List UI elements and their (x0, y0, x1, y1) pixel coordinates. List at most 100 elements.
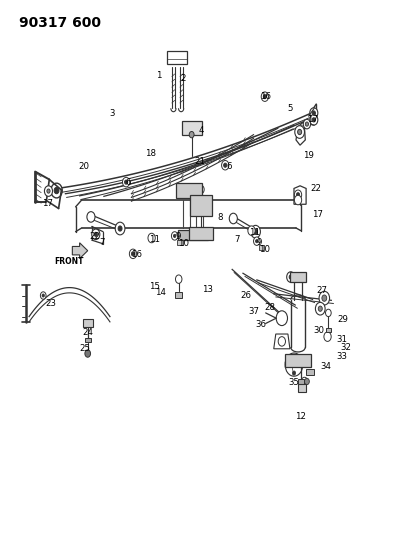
Bar (175, 183, 202, 198)
Circle shape (87, 212, 95, 222)
Bar (177, 230, 207, 240)
Circle shape (173, 235, 175, 238)
Text: 22: 22 (309, 184, 320, 193)
Circle shape (309, 115, 317, 125)
Text: 25: 25 (79, 344, 90, 353)
Text: 37: 37 (247, 307, 258, 316)
Text: 8: 8 (217, 214, 222, 222)
Polygon shape (72, 243, 88, 259)
Text: 3: 3 (109, 109, 115, 118)
Circle shape (255, 240, 257, 243)
Text: 7: 7 (99, 238, 104, 247)
Circle shape (297, 130, 301, 135)
Circle shape (301, 377, 307, 386)
Circle shape (253, 237, 259, 245)
Text: 17: 17 (306, 115, 317, 124)
Bar (297, 379, 304, 384)
Text: 9: 9 (175, 232, 180, 241)
Circle shape (189, 132, 193, 138)
Circle shape (286, 272, 294, 282)
Circle shape (250, 225, 260, 238)
Circle shape (129, 249, 136, 259)
Circle shape (311, 118, 315, 122)
Circle shape (318, 292, 329, 305)
Circle shape (148, 233, 155, 243)
Circle shape (321, 295, 326, 301)
Text: 15: 15 (148, 281, 159, 290)
Circle shape (298, 362, 301, 367)
Circle shape (292, 354, 295, 358)
Circle shape (190, 205, 196, 212)
Circle shape (44, 186, 52, 196)
Circle shape (115, 222, 125, 235)
Circle shape (122, 177, 130, 187)
Circle shape (175, 275, 182, 284)
Text: 20: 20 (78, 162, 89, 171)
Circle shape (278, 337, 285, 346)
Text: 17: 17 (42, 199, 53, 208)
Polygon shape (166, 51, 187, 64)
Text: 90317 600: 90317 600 (19, 16, 101, 30)
Bar (177, 240, 182, 245)
Text: 16: 16 (130, 250, 142, 259)
Circle shape (309, 108, 317, 118)
Bar (85, 338, 90, 342)
Text: 10: 10 (177, 239, 188, 248)
Text: 11: 11 (148, 235, 160, 244)
Text: 23: 23 (46, 299, 57, 308)
Circle shape (323, 332, 330, 342)
Circle shape (303, 119, 310, 129)
Circle shape (47, 189, 50, 193)
Text: 21: 21 (194, 157, 205, 166)
Circle shape (317, 306, 321, 311)
Text: 10: 10 (259, 245, 270, 254)
Circle shape (263, 94, 266, 99)
Circle shape (85, 320, 90, 327)
Circle shape (294, 190, 301, 199)
Text: FRONT: FRONT (54, 257, 84, 266)
Text: 6: 6 (125, 177, 130, 187)
Circle shape (171, 232, 178, 240)
Polygon shape (273, 334, 289, 349)
Text: 32: 32 (339, 343, 351, 352)
Circle shape (311, 111, 315, 115)
Text: 7: 7 (234, 235, 240, 244)
Circle shape (261, 92, 268, 101)
Bar (297, 384, 306, 392)
Text: 27: 27 (316, 286, 327, 295)
Text: 26: 26 (240, 291, 251, 300)
Circle shape (276, 311, 287, 326)
Bar (306, 369, 313, 375)
Bar (289, 272, 306, 282)
Text: 16: 16 (260, 92, 270, 101)
Text: 13: 13 (201, 285, 212, 294)
Circle shape (223, 163, 226, 167)
Circle shape (178, 185, 184, 193)
Circle shape (40, 292, 46, 299)
Bar (175, 292, 182, 298)
Text: 14: 14 (155, 288, 166, 297)
Circle shape (247, 226, 254, 236)
Circle shape (253, 229, 257, 235)
Text: 22: 22 (89, 232, 100, 241)
Bar (325, 328, 330, 332)
Circle shape (221, 160, 228, 170)
Circle shape (285, 362, 288, 367)
Circle shape (288, 275, 292, 279)
Text: 33: 33 (335, 352, 346, 361)
Text: 28: 28 (263, 303, 274, 312)
Bar (258, 245, 264, 250)
Text: 17: 17 (311, 211, 322, 219)
Bar (189, 195, 211, 216)
Polygon shape (83, 319, 92, 327)
Circle shape (292, 371, 295, 375)
Circle shape (304, 378, 309, 385)
Circle shape (204, 205, 209, 212)
Circle shape (124, 180, 128, 184)
Text: 11: 11 (248, 228, 259, 237)
Circle shape (294, 195, 301, 205)
Bar (189, 227, 213, 240)
Circle shape (131, 252, 134, 256)
Polygon shape (181, 122, 201, 135)
Text: 29: 29 (336, 315, 347, 324)
